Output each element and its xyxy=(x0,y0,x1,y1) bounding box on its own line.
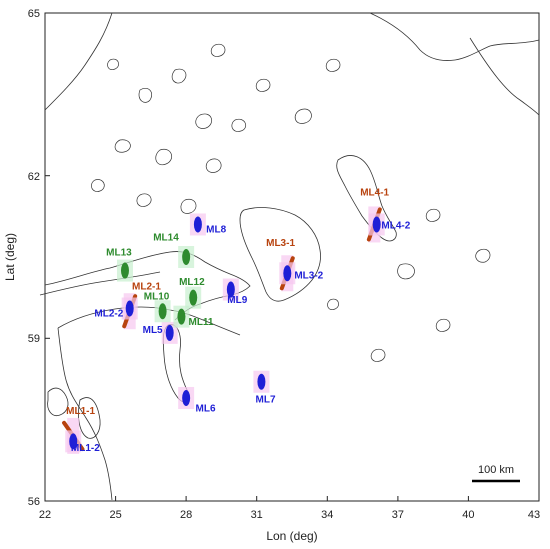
y-tick-label: 59 xyxy=(28,333,40,345)
x-tick-label: 34 xyxy=(321,509,333,521)
site-marker xyxy=(226,281,235,298)
scale-bar-label: 100 km xyxy=(478,464,514,476)
x-tick-label: 22 xyxy=(39,509,51,521)
site-marker xyxy=(182,249,191,265)
x-tick-label: 43 xyxy=(528,509,540,521)
site-marker xyxy=(125,300,134,317)
site-ml11: ML11 xyxy=(173,305,214,328)
site-marker xyxy=(372,216,381,233)
site-label: ML3-1 xyxy=(266,238,295,249)
site-label: ML14 xyxy=(153,233,179,244)
x-tick-label: 40 xyxy=(462,509,474,521)
site-marker xyxy=(177,308,186,325)
site-label: ML10 xyxy=(144,291,170,302)
site-label: ML8 xyxy=(206,225,226,236)
site-label: ML3-2 xyxy=(294,271,323,282)
sites-layer: ML1-1 ML1-2 ML2-1 ML2-2 ML3-1 ML3-2 ML4-1 ML4-2… xyxy=(62,188,411,454)
site-ml10: ML10 xyxy=(144,291,171,323)
site-marker xyxy=(182,389,191,406)
site-label: ML1-2 xyxy=(71,443,100,454)
site-label: ML5 xyxy=(143,325,163,336)
site-marker xyxy=(257,373,266,390)
site-ml1-2: ML1-2 xyxy=(65,430,100,454)
site-label: ML2-1 xyxy=(132,282,161,293)
x-tick-label: 28 xyxy=(180,509,192,521)
x-tick-label: 25 xyxy=(109,509,121,521)
site-label: ML1-1 xyxy=(66,406,95,417)
lakes-layer xyxy=(91,43,491,362)
x-tick-label: 37 xyxy=(392,509,404,521)
x-axis: 22 25 28 31 34 37 40 43 Lon (deg) xyxy=(39,496,540,543)
site-label: ML11 xyxy=(188,317,213,328)
site-marker xyxy=(193,216,202,233)
site-marker xyxy=(158,303,167,320)
site-marker xyxy=(69,433,78,450)
y-axis-title: Lat (deg) xyxy=(3,233,17,281)
x-tick-label: 31 xyxy=(251,509,263,521)
site-ml4-2: ML4-2 xyxy=(368,213,411,236)
site-marker xyxy=(283,265,292,282)
x-axis-title: Lon (deg) xyxy=(266,529,317,543)
site-label: ML6 xyxy=(196,404,216,415)
site-label: ML4-2 xyxy=(381,220,410,231)
site-label: ML2-2 xyxy=(94,309,123,320)
site-label: ML4-1 xyxy=(360,188,389,199)
site-marker xyxy=(165,324,174,341)
site-label: ML13 xyxy=(106,247,132,258)
y-tick-label: 65 xyxy=(28,8,40,20)
site-ml2-2: ML2-2 xyxy=(94,297,138,320)
site-ml14: ML14 xyxy=(153,233,195,268)
site-marker xyxy=(120,262,129,279)
site-ml3-2: ML3-2 xyxy=(279,262,324,285)
site-ml13: ML13 xyxy=(106,247,133,282)
site-ml7: ML7 xyxy=(253,370,276,405)
site-ml8: ML8 xyxy=(189,213,227,236)
site-marker xyxy=(189,289,198,306)
site-label: ML12 xyxy=(179,277,205,288)
scale-bar: 100 km xyxy=(472,464,520,483)
site-ml12: ML12 xyxy=(179,277,205,309)
site-label: ML7 xyxy=(256,394,276,405)
site-ml9: ML9 xyxy=(222,278,248,306)
site-label: ML9 xyxy=(227,295,247,306)
y-tick-label: 62 xyxy=(28,171,40,183)
y-axis: 65 62 59 56 Lat (deg) xyxy=(3,8,50,508)
site-ml6: ML6 xyxy=(178,386,216,415)
y-tick-label: 56 xyxy=(28,496,40,508)
